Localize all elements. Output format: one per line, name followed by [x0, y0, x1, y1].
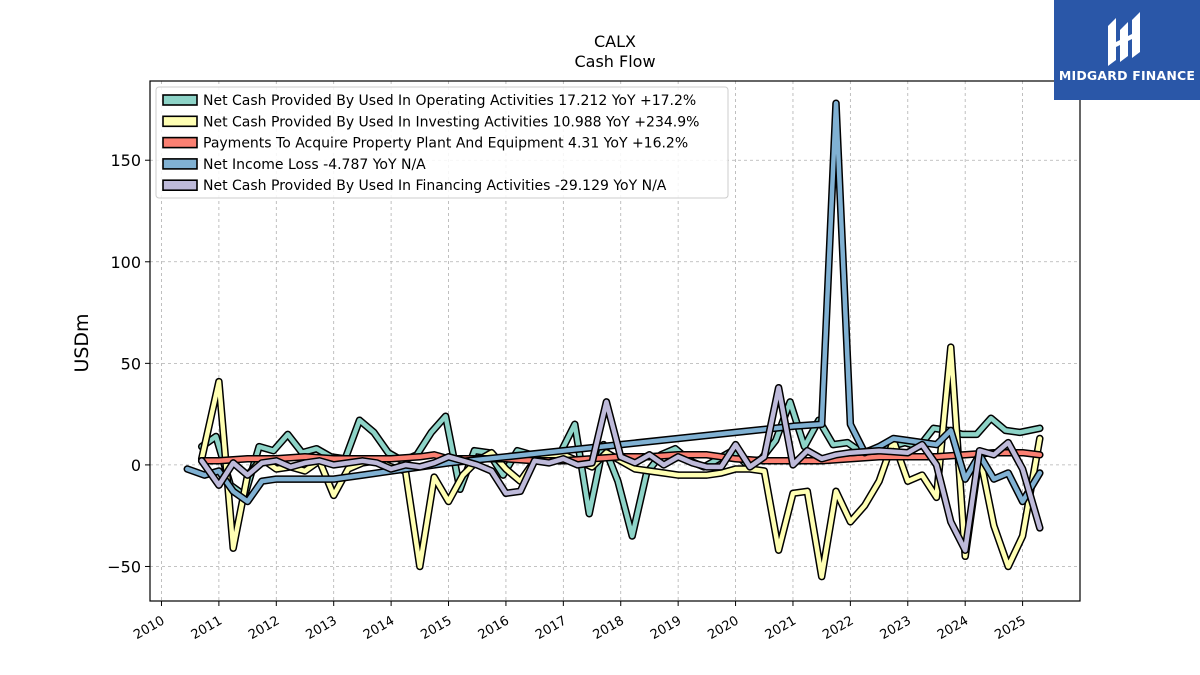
series-line: [199, 450, 1043, 464]
x-tick-label: 2014: [361, 613, 397, 643]
chart-subtitle: Cash Flow: [574, 52, 655, 71]
plot-frame: [149, 80, 1081, 602]
legend-swatch: [162, 94, 198, 106]
logo-text: MIDGARD FINANCE: [1058, 68, 1196, 83]
series-line: [199, 385, 1043, 553]
y-tick-label: −50: [107, 557, 141, 576]
legend-entry: Net Cash Provided By Used In Operating A…: [203, 93, 696, 109]
legend-frame: [155, 86, 729, 199]
y-axis: −50 0 50 100 150: [107, 151, 150, 576]
chart-title: CALX: [594, 32, 636, 51]
x-tick-label: 2012: [246, 613, 282, 643]
x-tick-label: 2018: [591, 613, 627, 643]
x-tick-label: 2016: [476, 613, 512, 643]
x-tick-label: 2011: [189, 613, 225, 643]
series-lines: [183, 99, 1044, 581]
x-tick-label: 2013: [304, 613, 340, 643]
x-tick-label: 2020: [705, 613, 741, 643]
x-axis: 2010 2011 2012 2013 2014 2015 2016 2017 2018 2019…: [131, 601, 1029, 643]
x-tick-label: 2022: [820, 613, 856, 643]
midgard-finance-logo: MIDGARD FINANCE: [1054, 0, 1200, 100]
legend-entry: Net Cash Provided By Used In Financing A…: [203, 178, 667, 194]
y-axis-label: USDm: [71, 313, 93, 372]
y-tick-label: 50: [121, 354, 141, 373]
x-tick-label: 2015: [418, 613, 454, 643]
legend: Net Cash Provided By Used In Operating A…: [155, 86, 729, 199]
legend-entry: Net Cash Provided By Used In Investing A…: [203, 114, 699, 130]
series-line: [185, 101, 1043, 504]
x-tick-label: 2025: [992, 613, 1028, 643]
legend-entry: Payments To Acquire Property Plant And E…: [203, 136, 688, 152]
midgard-logo-mark-icon: [1108, 12, 1140, 66]
x-tick-label: 2019: [648, 613, 684, 643]
x-tick-label: 2023: [878, 613, 914, 643]
legend-swatch: [162, 179, 198, 191]
x-tick-label: 2024: [935, 613, 971, 643]
legend-swatch: [162, 115, 198, 128]
legend-swatch: [162, 136, 198, 149]
y-tick-label: 150: [110, 151, 141, 170]
x-tick-label: 2021: [763, 613, 799, 643]
x-tick-label: 2010: [131, 613, 167, 643]
y-tick-label: 100: [110, 253, 141, 272]
legend-swatch: [162, 158, 198, 170]
y-tick-label: 0: [131, 456, 141, 475]
x-tick-label: 2017: [533, 613, 569, 643]
legend-entry: Net Income Loss -4.787 YoY N/A: [203, 157, 426, 173]
